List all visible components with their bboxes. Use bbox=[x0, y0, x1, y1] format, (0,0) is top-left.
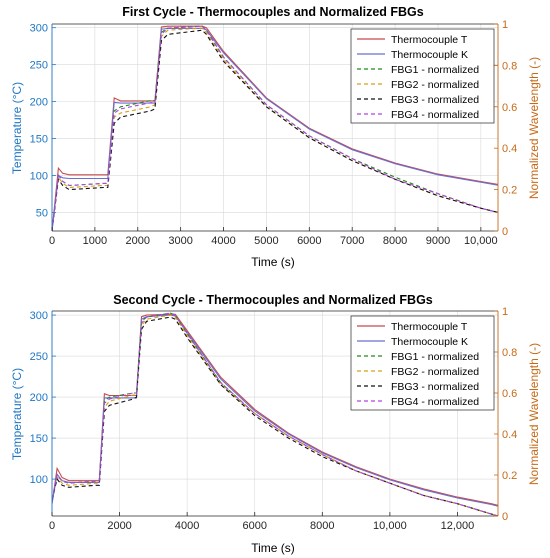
series-line-thermocouple-t bbox=[52, 313, 498, 506]
right-y-tick-label: 0.8 bbox=[502, 60, 517, 72]
x-tick-label: 6000 bbox=[297, 235, 321, 247]
left-y-tick-label: 150 bbox=[30, 433, 48, 445]
left-y-tick-label: 200 bbox=[30, 97, 48, 109]
right-y-tick-label: 0.6 bbox=[502, 102, 517, 114]
left-y-tick-label: 300 bbox=[30, 23, 48, 35]
right-y-tick-label: 0.4 bbox=[502, 143, 517, 155]
legend-label: FBG2 - normalized bbox=[391, 366, 479, 378]
series-group bbox=[52, 312, 498, 516]
x-tick-label: 6000 bbox=[242, 520, 266, 532]
legend-label: FBG4 - normalized bbox=[391, 109, 479, 121]
x-tick-label: 7000 bbox=[340, 235, 364, 247]
left-y-tick-label: 300 bbox=[30, 310, 48, 322]
right-y-tick-label: 0.2 bbox=[502, 470, 517, 482]
left-y-tick-label: 100 bbox=[30, 474, 48, 486]
x-tick-label: 0 bbox=[49, 520, 55, 532]
x-tick-label: 1000 bbox=[83, 235, 107, 247]
legend: Thermocouple T Thermocouple K FBG1 - norma… bbox=[350, 315, 495, 411]
first-cycle-chart: First Cycle - Thermocouples and Normaliz… bbox=[10, 5, 541, 269]
series-line-fbg2-normalized bbox=[52, 314, 498, 516]
legend-label: FBG3 - normalized bbox=[391, 381, 479, 393]
x-axis-label: Time (s) bbox=[251, 255, 295, 269]
second-cycle-chart: Second Cycle - Thermocouples and Normali… bbox=[10, 293, 541, 555]
right-y-tick-label: 1 bbox=[502, 19, 508, 31]
right-y-axis-label: Normalized Wavelength (-) bbox=[527, 57, 541, 199]
legend-label: FBG3 - normalized bbox=[391, 94, 479, 106]
x-tick-label: 9000 bbox=[426, 235, 450, 247]
legend-box bbox=[350, 28, 495, 124]
legend-label: FBG2 - normalized bbox=[391, 79, 479, 91]
x-tick-label: 5000 bbox=[254, 235, 278, 247]
left-y-tick-label: 100 bbox=[30, 171, 48, 183]
legend-label: Thermocouple T bbox=[391, 34, 468, 46]
right-y-tick-label: 0.4 bbox=[502, 429, 517, 441]
legend-box bbox=[350, 315, 495, 411]
legend-label: FBG1 - normalized bbox=[391, 351, 479, 363]
left-y-tick-label: 150 bbox=[30, 134, 48, 146]
x-tick-label: 8000 bbox=[383, 235, 407, 247]
series-group bbox=[52, 25, 498, 231]
left-y-tick-label: 250 bbox=[30, 60, 48, 72]
x-tick-label: 2000 bbox=[107, 520, 131, 532]
left-y-axis-label: Temperature (°C) bbox=[10, 82, 24, 174]
right-y-tick-label: 0.6 bbox=[502, 388, 517, 400]
legend: Thermocouple T Thermocouple K FBG1 - norma… bbox=[350, 28, 495, 124]
x-tick-label: 10,000 bbox=[464, 235, 498, 247]
series-line-fbg4-normalized bbox=[52, 312, 498, 516]
x-tick-label: 12,000 bbox=[441, 520, 475, 532]
legend-label: Thermocouple K bbox=[391, 336, 468, 348]
right-y-tick-label: 1 bbox=[502, 306, 508, 318]
left-y-tick-label: 200 bbox=[30, 392, 48, 404]
x-tick-label: 10,000 bbox=[373, 520, 407, 532]
right-y-tick-label: 0.2 bbox=[502, 185, 517, 197]
x-tick-label: 4000 bbox=[175, 520, 199, 532]
chart-title: Second Cycle - Thermocouples and Normali… bbox=[113, 293, 433, 307]
chart-title: First Cycle - Thermocouples and Normaliz… bbox=[122, 5, 424, 19]
series-line-fbg4-normalized bbox=[52, 25, 498, 231]
legend-label: FBG1 - normalized bbox=[391, 64, 479, 76]
x-tick-label: 0 bbox=[49, 235, 55, 247]
legend-label: FBG4 - normalized bbox=[391, 396, 479, 408]
left-y-axis-label: Temperature (°C) bbox=[10, 368, 24, 460]
series-line-thermocouple-t bbox=[52, 25, 498, 231]
x-axis-label: Time (s) bbox=[251, 541, 295, 555]
series-line-fbg3-normalized bbox=[52, 29, 498, 231]
series-line-thermocouple-k bbox=[52, 27, 498, 231]
right-y-tick-label: 0.8 bbox=[502, 347, 517, 359]
x-tick-label: 4000 bbox=[211, 235, 235, 247]
legend-label: Thermocouple T bbox=[391, 321, 468, 333]
right-y-tick-label: 0 bbox=[502, 511, 508, 523]
legend-label: Thermocouple K bbox=[391, 49, 468, 61]
right-y-axis-label: Normalized Wavelength (-) bbox=[527, 343, 541, 485]
series-line-fbg2-normalized bbox=[52, 27, 498, 231]
left-y-tick-label: 250 bbox=[30, 351, 48, 363]
right-y-tick-label: 0 bbox=[502, 226, 508, 238]
x-tick-label: 3000 bbox=[168, 235, 192, 247]
x-tick-label: 8000 bbox=[310, 520, 334, 532]
series-line-fbg1-normalized bbox=[52, 312, 498, 516]
series-line-fbg1-normalized bbox=[52, 25, 498, 231]
x-tick-label: 2000 bbox=[126, 235, 150, 247]
left-y-tick-label: 50 bbox=[36, 208, 48, 220]
